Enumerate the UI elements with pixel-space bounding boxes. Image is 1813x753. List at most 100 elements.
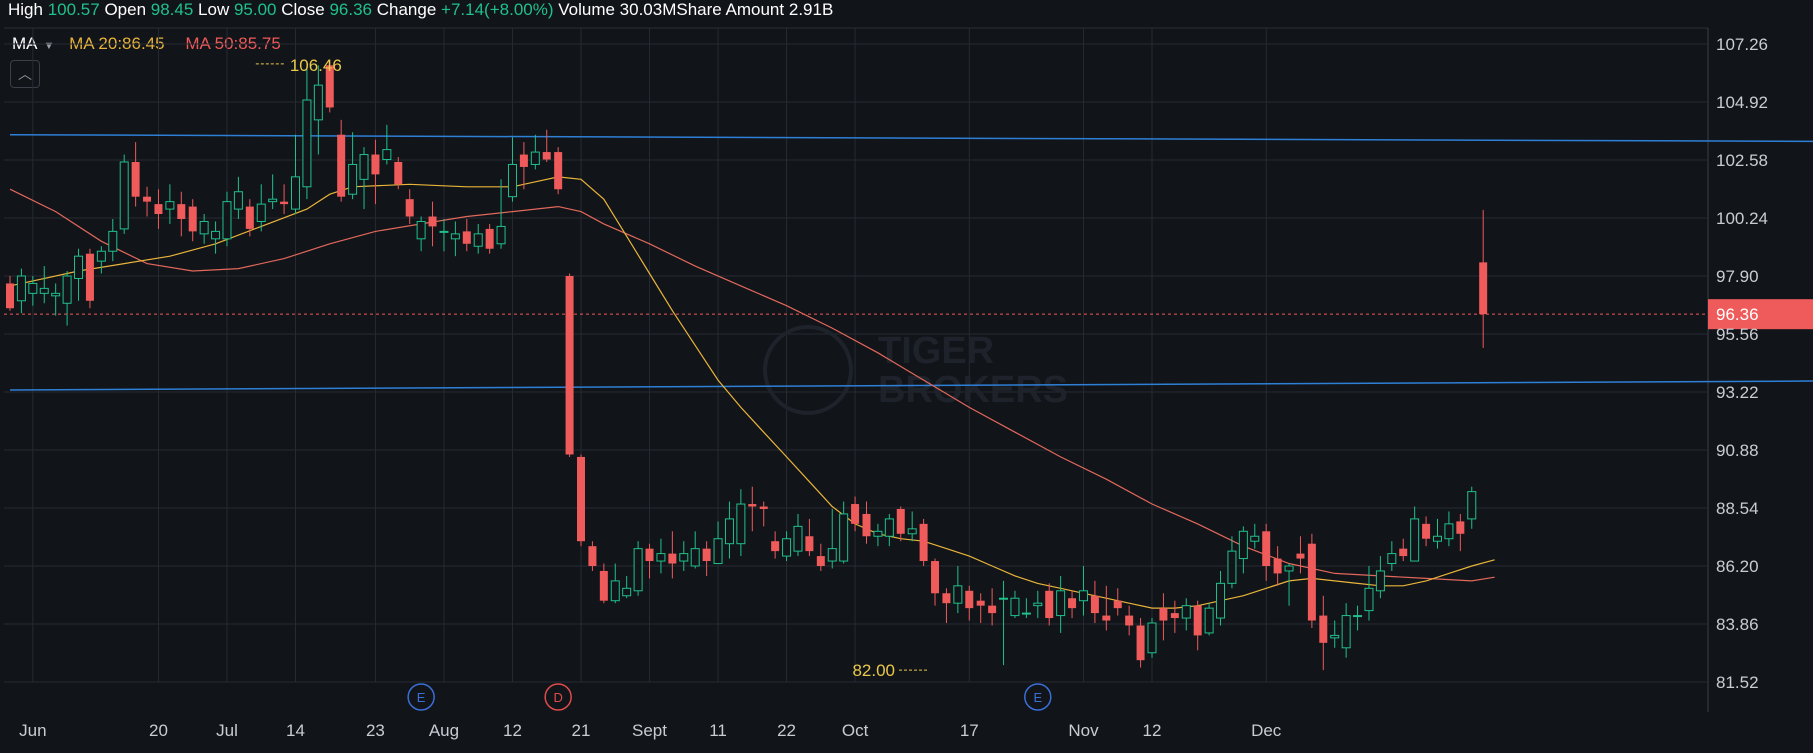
candle[interactable] — [1010, 590, 1020, 619]
collapse-chevron-up-icon[interactable]: ︿ — [10, 60, 40, 88]
candle[interactable] — [1433, 518, 1442, 549]
candle[interactable] — [439, 218, 449, 252]
candle[interactable] — [771, 531, 780, 559]
candle[interactable] — [554, 147, 563, 195]
candle[interactable] — [610, 563, 620, 604]
candle[interactable] — [280, 184, 289, 215]
candle[interactable] — [51, 283, 61, 316]
candle[interactable] — [839, 501, 849, 564]
candle[interactable] — [1422, 516, 1431, 547]
candle[interactable] — [337, 119, 346, 202]
candle[interactable] — [119, 154, 129, 234]
candle[interactable] — [405, 189, 414, 224]
chevron-down-icon[interactable]: ▼ — [43, 40, 55, 52]
candle[interactable] — [165, 184, 175, 224]
candle[interactable] — [1353, 605, 1363, 631]
candle[interactable] — [1181, 598, 1191, 631]
candle[interactable] — [1387, 541, 1397, 571]
trendline[interactable] — [9, 133, 1813, 143]
candle[interactable] — [1375, 556, 1385, 599]
candle[interactable] — [39, 266, 49, 304]
candle[interactable] — [1479, 209, 1488, 348]
candle[interactable] — [1296, 536, 1305, 574]
candle[interactable] — [359, 147, 369, 210]
candle[interactable] — [645, 543, 654, 579]
candle[interactable] — [519, 142, 528, 190]
candle[interactable] — [1410, 506, 1420, 562]
candle[interactable] — [907, 511, 917, 542]
candle[interactable] — [507, 137, 517, 202]
candle[interactable] — [199, 214, 209, 244]
candle[interactable] — [805, 518, 814, 557]
candle[interactable] — [108, 218, 118, 262]
candle[interactable] — [1399, 538, 1408, 562]
candle[interactable] — [1056, 575, 1066, 633]
candle[interactable] — [233, 176, 243, 219]
candle[interactable] — [1341, 603, 1351, 658]
candle[interactable] — [1444, 511, 1454, 547]
candle[interactable] — [565, 273, 574, 457]
earnings-event-icon[interactable] — [1024, 683, 1052, 711]
candle[interactable] — [988, 588, 997, 626]
candle[interactable] — [1284, 563, 1294, 606]
candle[interactable] — [656, 538, 666, 574]
candle[interactable] — [473, 223, 483, 254]
candle[interactable] — [1033, 590, 1043, 619]
candle[interactable] — [177, 191, 186, 237]
candle[interactable] — [1227, 536, 1237, 589]
candle[interactable] — [1193, 600, 1202, 651]
candle[interactable] — [462, 218, 471, 252]
candle[interactable] — [965, 585, 974, 621]
earnings-event-icon[interactable] — [407, 683, 435, 711]
candle[interactable] — [188, 199, 197, 242]
candle[interactable] — [1250, 523, 1260, 549]
candle[interactable] — [74, 248, 84, 301]
candle[interactable] — [85, 248, 94, 309]
candle[interactable] — [896, 506, 905, 542]
candle[interactable] — [690, 531, 700, 569]
candle[interactable] — [1170, 600, 1179, 633]
candle[interactable] — [542, 129, 551, 162]
candle[interactable] — [496, 179, 506, 249]
candle[interactable] — [748, 486, 757, 532]
candle[interactable] — [1078, 566, 1088, 616]
event-marker[interactable]: E — [1024, 683, 1052, 711]
event-marker[interactable]: E — [407, 683, 435, 711]
candle[interactable] — [931, 558, 940, 606]
candle[interactable] — [1456, 513, 1465, 552]
candle[interactable] — [851, 496, 860, 532]
candle[interactable] — [1045, 583, 1054, 626]
candle[interactable] — [724, 501, 734, 559]
candle[interactable] — [1113, 588, 1122, 616]
candle[interactable] — [1467, 486, 1477, 529]
trendline[interactable] — [9, 380, 1813, 391]
candle[interactable] — [28, 276, 38, 306]
candle[interactable] — [884, 513, 894, 547]
dividend-event-icon[interactable] — [544, 683, 572, 711]
candle[interactable] — [622, 575, 632, 599]
candle[interactable] — [313, 65, 323, 155]
candle[interactable] — [1204, 603, 1214, 636]
candle[interactable] — [143, 186, 152, 217]
candle[interactable] — [873, 523, 883, 547]
candle[interactable] — [1090, 580, 1099, 624]
candle[interactable] — [62, 271, 72, 326]
candle[interactable] — [450, 221, 460, 257]
candle[interactable] — [668, 531, 677, 579]
candle[interactable] — [222, 191, 232, 247]
candle[interactable] — [702, 541, 711, 576]
candle[interactable] — [268, 174, 278, 210]
candle[interactable] — [1364, 566, 1374, 621]
candle[interactable] — [256, 184, 266, 232]
candle[interactable] — [1273, 546, 1282, 586]
candle[interactable] — [1238, 526, 1248, 574]
candle[interactable] — [530, 134, 540, 170]
candle[interactable] — [1102, 585, 1111, 631]
candle[interactable] — [1068, 590, 1077, 619]
candle[interactable] — [291, 134, 300, 215]
candle[interactable] — [1136, 618, 1145, 668]
candle[interactable] — [416, 216, 426, 252]
candle[interactable] — [782, 531, 792, 562]
candle[interactable] — [862, 501, 871, 544]
candle[interactable] — [577, 454, 585, 547]
